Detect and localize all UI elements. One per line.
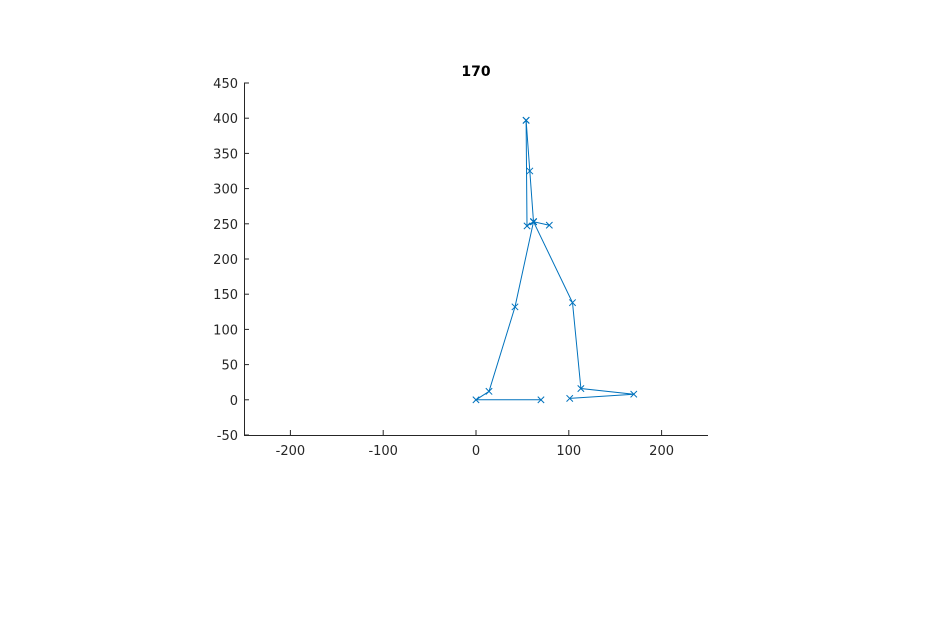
x-tick-label: 100 (556, 444, 581, 459)
series-line-0 (525, 120, 550, 226)
data-point-marker (568, 299, 577, 307)
data-point-marker (511, 303, 519, 311)
y-tick-label: 0 (230, 394, 238, 409)
data-point-marker (485, 387, 493, 395)
series-line-3 (533, 221, 634, 399)
x-tick-label: 200 (649, 444, 674, 459)
y-tick-label: 50 (221, 359, 238, 374)
tick-group: -200 -100 0 100 200 -50 0 50 100 150 200 250 300 350 4… (213, 77, 674, 459)
series-line-2 (474, 221, 541, 401)
data-point-marker (630, 390, 638, 398)
data-point-marker (529, 218, 538, 226)
data-point-marker (522, 116, 530, 124)
x-tick-label: -200 (276, 444, 306, 459)
x-tick-label: -100 (368, 444, 398, 459)
y-tick-label: 400 (213, 112, 238, 127)
y-tick-label: -50 (217, 429, 238, 444)
data-point-marker (472, 396, 480, 404)
data-point-marker (566, 394, 574, 402)
y-tick-label: 450 (213, 77, 238, 92)
y-tick-label: 350 (213, 147, 238, 162)
data-point-marker (545, 221, 553, 229)
y-tick-label: 200 (213, 253, 238, 268)
y-tick-label: 100 (213, 323, 238, 338)
axes (244, 83, 708, 436)
data-point-marker (577, 384, 585, 393)
chart-title: 170 (461, 64, 490, 80)
y-tick-label: 150 (213, 288, 238, 303)
y-tick-label: 300 (213, 183, 238, 198)
y-tick-label: 250 (213, 218, 238, 233)
x-tick-label: 0 (472, 444, 480, 459)
plot-area (472, 116, 638, 404)
data-point-marker (537, 396, 545, 404)
data-point-marker (526, 167, 534, 175)
data-point-marker (523, 222, 531, 230)
